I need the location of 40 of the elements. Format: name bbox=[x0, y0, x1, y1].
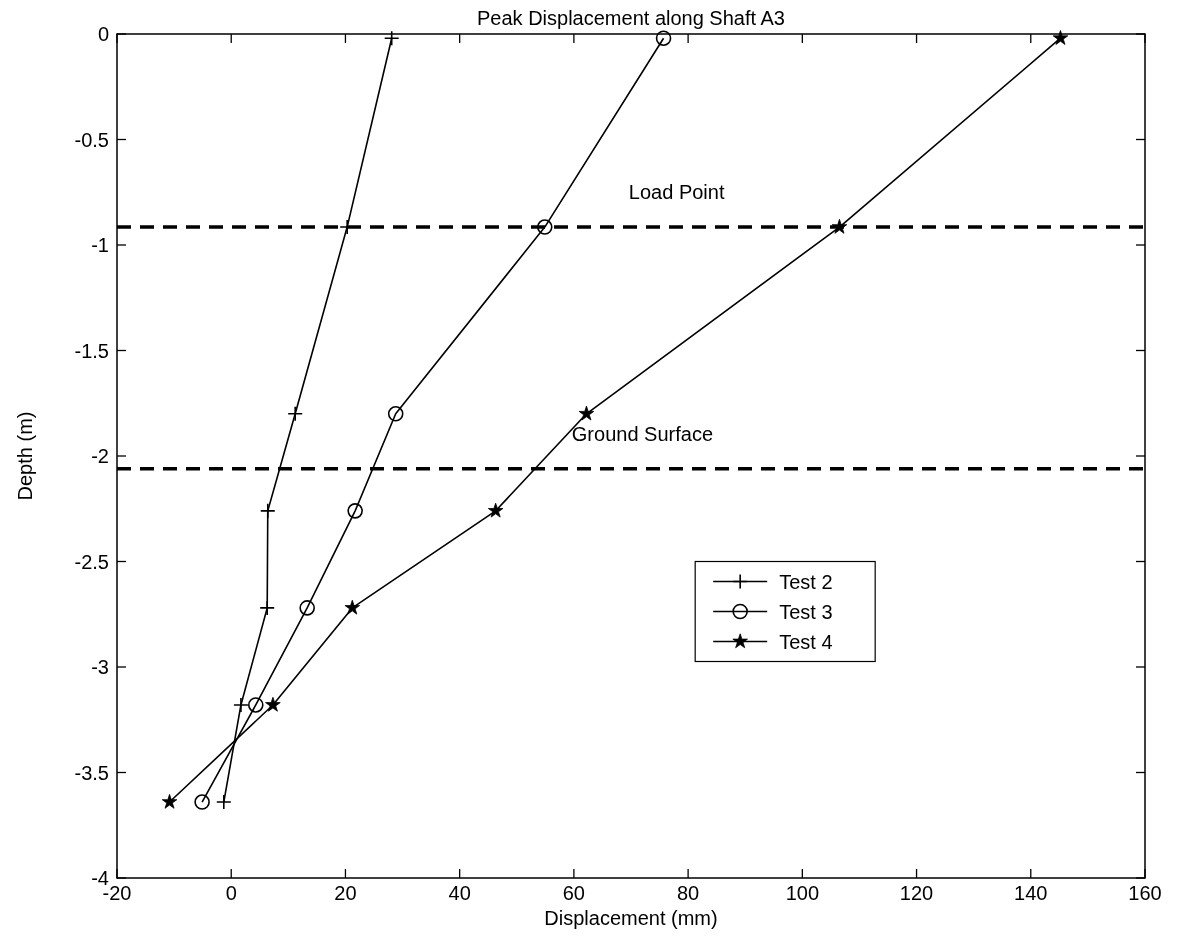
point bbox=[536, 219, 553, 235]
x-tick-label: 0 bbox=[225, 882, 237, 904]
x-tick-label: 120 bbox=[899, 882, 934, 904]
legend-label: Test 3 bbox=[779, 600, 833, 623]
y-tick-label: -1.5 bbox=[74, 339, 109, 362]
y-tick-label: -3 bbox=[91, 656, 109, 678]
y-tick-label: -0.5 bbox=[74, 128, 109, 151]
y-tick-label: -2 bbox=[91, 445, 109, 467]
ref-line-label: Load Point bbox=[628, 181, 725, 204]
point bbox=[265, 696, 281, 712]
y-tick-label: -3.5 bbox=[74, 761, 109, 784]
x-tick-label: 160 bbox=[1128, 882, 1162, 904]
x-tick-label: 20 bbox=[334, 882, 357, 904]
point bbox=[247, 697, 264, 713]
chart-title: Peak Displacement along Shaft A3 bbox=[477, 7, 785, 29]
point bbox=[161, 793, 178, 809]
y-axis-title: Depth (m) bbox=[14, 411, 36, 501]
y-tick-label: 0 bbox=[97, 23, 109, 45]
y-tick-label: -2.5 bbox=[74, 550, 109, 573]
point bbox=[831, 218, 848, 234]
ref-line-label: Ground Surface bbox=[571, 422, 714, 445]
legend-label: Test 4 bbox=[779, 630, 833, 653]
x-tick-label: 140 bbox=[1014, 882, 1048, 904]
x-axis-title: Displacement (mm) bbox=[544, 907, 718, 929]
point bbox=[387, 406, 404, 422]
x-tick-label: 80 bbox=[676, 882, 700, 904]
x-tick-label: 40 bbox=[448, 882, 471, 904]
point bbox=[655, 30, 672, 47]
point bbox=[1052, 30, 1069, 45]
legend-label: Test 2 bbox=[779, 570, 833, 593]
point bbox=[344, 599, 361, 615]
x-tick-label: 60 bbox=[562, 882, 586, 904]
x-tick-label: 100 bbox=[785, 882, 820, 904]
point bbox=[487, 502, 504, 518]
point bbox=[194, 794, 210, 810]
point bbox=[578, 405, 595, 421]
y-tick-label: -1 bbox=[91, 234, 109, 256]
y-tick-label: -4 bbox=[91, 867, 109, 889]
point bbox=[347, 503, 363, 519]
point bbox=[299, 600, 315, 616]
